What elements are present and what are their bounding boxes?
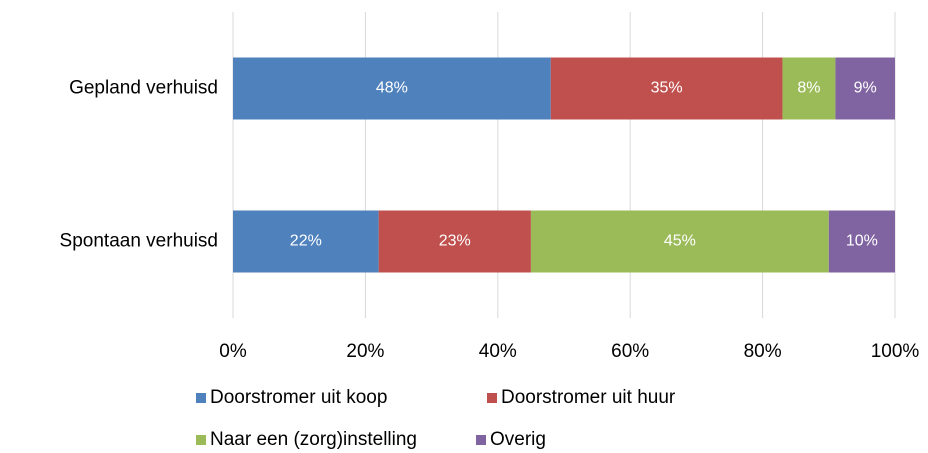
legend-label: Doorstromer uit huur — [501, 387, 676, 408]
x-tick-label: 100% — [871, 341, 920, 362]
bar-segment — [835, 57, 895, 120]
x-tick-label: 80% — [744, 341, 782, 362]
data-label: 35% — [651, 80, 683, 97]
legend-swatch — [476, 435, 486, 445]
legend-swatch — [196, 393, 206, 403]
legend-label: Overig — [490, 429, 546, 450]
data-label: 45% — [664, 233, 696, 250]
legend-label: Naar een (zorg)instelling — [210, 429, 417, 450]
x-tick-label: 20% — [346, 341, 384, 362]
x-tick-label: 0% — [219, 341, 247, 362]
data-label: 10% — [846, 233, 878, 250]
x-tick-label: 40% — [479, 341, 517, 362]
data-label: 48% — [376, 80, 408, 97]
y-tick-label: Spontaan verhuisd — [60, 231, 218, 252]
bar-segment — [378, 210, 531, 273]
legend-swatch — [196, 435, 206, 445]
bar-segment — [233, 210, 379, 273]
data-label: 23% — [439, 233, 471, 250]
bar-segment — [530, 210, 829, 273]
legend-swatch — [487, 393, 497, 403]
legend-label: Doorstromer uit koop — [210, 387, 387, 408]
bar-segment — [782, 57, 836, 120]
data-label: 9% — [854, 80, 877, 97]
bar-segment — [233, 57, 551, 120]
bar-segment — [828, 210, 895, 273]
bar-segment — [550, 57, 783, 120]
data-label: 22% — [290, 233, 322, 250]
y-tick-label: Gepland verhuisd — [69, 78, 218, 99]
x-tick-label: 60% — [611, 341, 649, 362]
data-label: 8% — [797, 80, 820, 97]
